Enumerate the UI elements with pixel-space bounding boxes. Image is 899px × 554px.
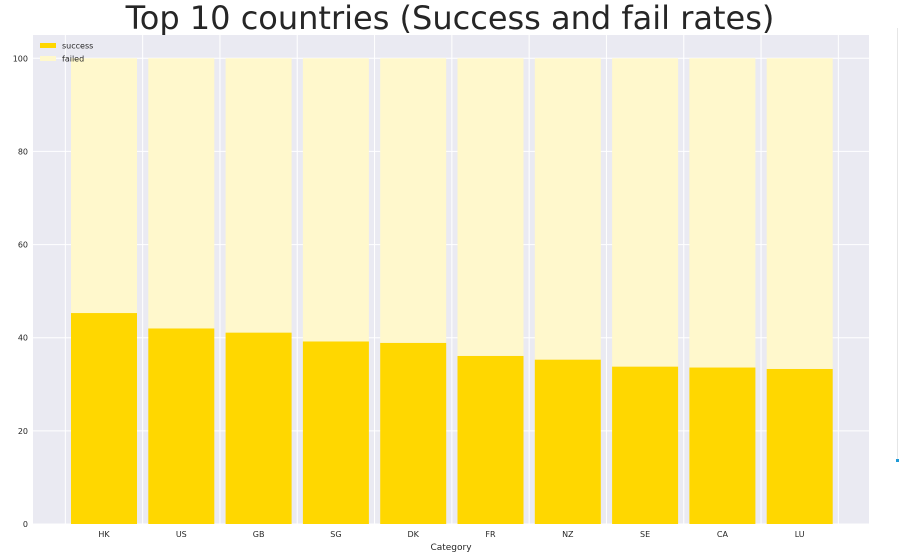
x-tick-label: FR bbox=[485, 530, 496, 539]
bar-failed-sg bbox=[302, 58, 369, 342]
bar-success-gb bbox=[225, 332, 292, 524]
x-tick-label: HK bbox=[98, 530, 110, 539]
x-tick-label: US bbox=[176, 530, 187, 539]
bar-success-us bbox=[148, 328, 215, 524]
bar-failed-nz bbox=[534, 58, 601, 360]
x-tick-label: CA bbox=[717, 530, 729, 539]
x-tick-label: NZ bbox=[562, 530, 574, 539]
y-tick-label: 60 bbox=[18, 241, 28, 250]
legend-swatch-failed bbox=[40, 56, 56, 61]
x-tick-label: SE bbox=[640, 530, 650, 539]
bar-success-nz bbox=[534, 359, 601, 524]
y-tick-label: 80 bbox=[18, 147, 28, 156]
x-tick-label: SG bbox=[330, 530, 341, 539]
bar-success-lu bbox=[766, 368, 833, 524]
bar-failed-ca bbox=[689, 58, 756, 368]
bar-failed-dk bbox=[380, 58, 447, 343]
bars bbox=[71, 58, 833, 524]
x-tick-labels: HK US GB SG DK FR NZ SE CA LU bbox=[98, 530, 804, 539]
y-tick-label: 0 bbox=[23, 520, 28, 529]
y-tick-label: 100 bbox=[13, 54, 28, 63]
panel-edge-line bbox=[897, 28, 898, 460]
bar-success-se bbox=[612, 366, 679, 524]
bar-success-hk bbox=[71, 313, 137, 524]
bar-failed-lu bbox=[766, 58, 833, 369]
panel-edge-mark bbox=[896, 459, 899, 462]
y-tick-label: 40 bbox=[18, 334, 28, 343]
x-tick-label: GB bbox=[253, 530, 265, 539]
bar-success-dk bbox=[380, 342, 447, 524]
legend-label-failed: failed bbox=[62, 55, 84, 64]
legend-swatch-success bbox=[40, 43, 56, 48]
y-tick-label: 20 bbox=[18, 427, 28, 436]
legend: success failed bbox=[40, 42, 93, 64]
bar-failed-gb bbox=[225, 58, 292, 333]
x-tick-label: LU bbox=[795, 530, 805, 539]
bar-failed-se bbox=[612, 58, 679, 367]
legend-label-success: success bbox=[62, 42, 93, 51]
bar-success-ca bbox=[689, 367, 756, 524]
chart-title: Top 10 countries (Success and fail rates… bbox=[125, 0, 775, 37]
bar-failed-hk bbox=[71, 58, 137, 314]
y-tick-labels: 0 20 40 60 80 100 bbox=[13, 54, 28, 529]
x-axis-label: Category bbox=[430, 543, 472, 553]
bar-failed-fr bbox=[457, 58, 524, 356]
x-tick-label: DK bbox=[407, 530, 419, 539]
bar-success-sg bbox=[302, 341, 369, 524]
bar-success-fr bbox=[457, 355, 524, 524]
bar-failed-us bbox=[148, 58, 215, 329]
